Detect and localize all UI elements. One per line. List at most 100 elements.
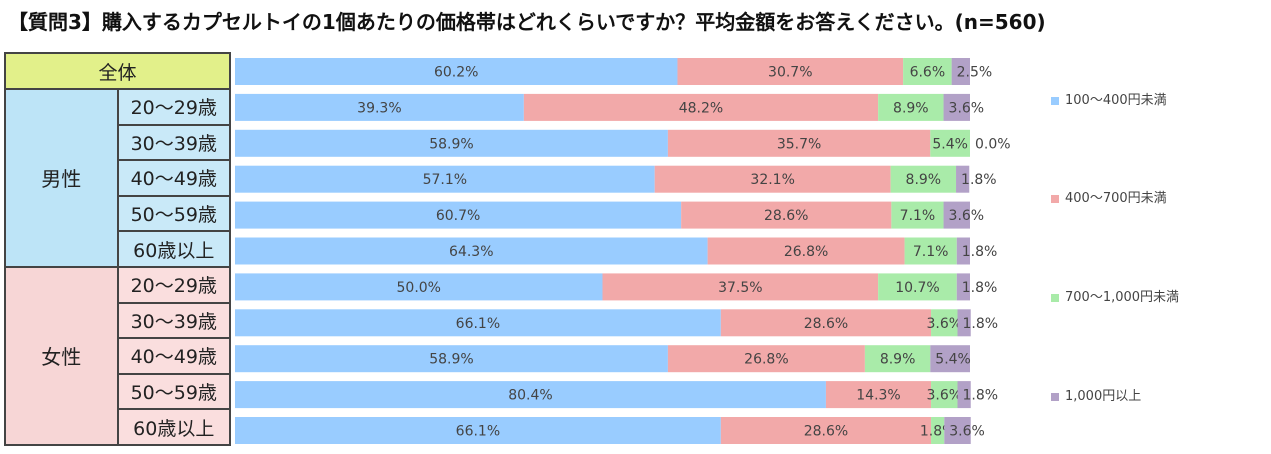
bar-segment (956, 273, 970, 301)
bar-segment (654, 165, 891, 193)
data-label: 3.6% (926, 388, 962, 404)
data-label: 39.3% (357, 100, 401, 116)
row-label-male-age: 60歳以上 (116, 230, 231, 268)
bar-segment (677, 58, 904, 85)
legend-label: 100～400円未満 (1065, 93, 1167, 108)
data-label: 6.6% (910, 65, 946, 81)
legend-swatch-icon (1051, 392, 1059, 401)
bar-segment (930, 129, 970, 157)
group-label-female: 女性 (4, 265, 119, 447)
bar-segment (890, 165, 957, 193)
data-label: 32.1% (750, 172, 794, 188)
data-label: 58.9% (429, 136, 473, 152)
bar-segment (951, 58, 970, 85)
data-label: 60.2% (434, 65, 478, 81)
data-label: 1.8% (963, 388, 999, 404)
bar-segment (904, 237, 957, 265)
data-label: 80.4% (508, 388, 552, 404)
legend-label: 1,000円以上 (1065, 389, 1142, 404)
data-label: 8.9% (906, 172, 942, 188)
bar-segment (944, 417, 971, 444)
data-label: 28.6% (804, 316, 848, 332)
bar-segment (235, 237, 708, 265)
data-label: 1.8% (961, 172, 997, 188)
bar-segment (943, 93, 970, 121)
legend-swatch-icon (1051, 293, 1059, 302)
bar-segment (235, 58, 678, 85)
bar-segment (891, 201, 944, 229)
legend-swatch-icon (1051, 96, 1059, 105)
row-label-male-age: 50～59歳 (116, 194, 231, 233)
data-label: 30.7% (768, 65, 812, 81)
bar-segment (878, 93, 944, 121)
data-label: 0.0% (975, 136, 1011, 152)
data-label: 50.0% (397, 280, 441, 296)
legend-item: 400～700円未満 (1051, 187, 1167, 206)
bar-segment (720, 417, 932, 444)
bar-segment (707, 237, 905, 265)
data-label: 60.7% (436, 208, 480, 224)
bar-segment (931, 417, 945, 444)
bar-segment (667, 345, 865, 373)
bar-segment (235, 201, 682, 229)
data-label: 3.6% (926, 316, 962, 332)
bar-segment (667, 129, 931, 157)
bar-segment (602, 273, 879, 301)
row-label-female-age: 60歳以上 (116, 408, 231, 446)
bar-segment (864, 345, 931, 373)
row-label-male-age: 40～49歳 (116, 159, 231, 197)
data-label: 3.6% (949, 424, 985, 440)
data-label: 48.2% (679, 100, 723, 116)
bar-segment (235, 417, 721, 444)
bar-segment (235, 129, 668, 157)
data-label: 5.4% (935, 352, 971, 368)
legend-label: 700～1,000円未満 (1065, 290, 1180, 305)
data-label: 35.7% (777, 136, 821, 152)
legend-item: 700～1,000円未満 (1051, 286, 1179, 305)
data-label: 7.1% (900, 208, 936, 224)
bar-segment (235, 165, 655, 193)
bar-segment (235, 345, 668, 373)
data-label: 26.8% (784, 244, 828, 260)
data-label: 28.6% (804, 424, 848, 440)
row-label-female-age: 20～29歳 (116, 265, 231, 304)
data-label: 5.4% (932, 136, 968, 152)
data-label: 8.9% (893, 100, 929, 116)
bar-segment (825, 381, 932, 409)
category-table: 全体 男性 20～29歳 30～39歳 40～49歳 50～59歳 60歳以上 … (4, 52, 231, 447)
legend-swatch-icon (1051, 194, 1059, 203)
bar-segment (523, 93, 879, 121)
data-label: 1.8% (963, 316, 999, 332)
bar-segment (931, 309, 958, 337)
data-label: 3.6% (949, 208, 985, 224)
data-label: 14.3% (856, 388, 900, 404)
legend-item: 1,000円以上 (1051, 385, 1141, 404)
chart-title: 【質問3】購入するカプセルトイの1個あたりの価格帯はどれくらいですか？平均金額を… (8, 10, 1046, 34)
bar-segment (957, 309, 971, 337)
data-label: 37.5% (718, 280, 762, 296)
row-label-female-age: 50～59歳 (116, 372, 231, 411)
data-label: 58.9% (429, 352, 473, 368)
data-label: 8.9% (880, 352, 916, 368)
bar-segment (720, 309, 932, 337)
bar-segment (235, 93, 524, 121)
bar-segment (943, 201, 970, 229)
group-label-male: 男性 (4, 88, 119, 268)
data-label: 64.3% (449, 244, 493, 260)
data-label: 10.7% (895, 280, 939, 296)
row-label-male-age: 20～29歳 (116, 88, 231, 126)
data-label: 57.1% (423, 172, 467, 188)
bar-segment (235, 273, 603, 301)
bar-segment (235, 309, 721, 337)
data-label: 2.5% (957, 65, 993, 81)
row-label-all: 全体 (4, 52, 231, 90)
bar-segment (903, 58, 952, 85)
bar-segment (681, 201, 892, 229)
row-label-male-age: 30～39歳 (116, 123, 231, 162)
data-label: 66.1% (456, 316, 500, 332)
row-label-female-age: 40～49歳 (116, 337, 231, 375)
bar-segment (931, 381, 958, 409)
bar-segment (930, 345, 970, 373)
bar-segment (956, 237, 970, 265)
